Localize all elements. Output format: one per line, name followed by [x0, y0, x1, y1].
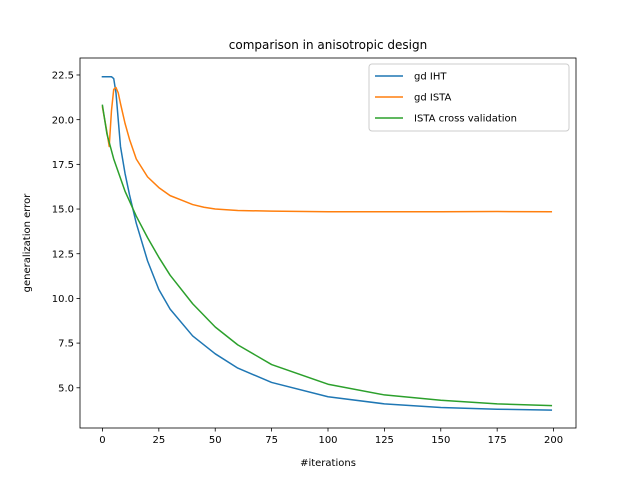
- legend-label: gd ISTA: [414, 93, 452, 104]
- y-tick-label: 22.5: [52, 71, 74, 82]
- y-tick-label: 15.0: [52, 205, 74, 216]
- y-tick-label: 5.0: [58, 383, 74, 394]
- y-tick-label: 12.5: [52, 249, 74, 260]
- x-axis-label: #iterations: [300, 458, 356, 469]
- series-line-1: [101, 76, 553, 411]
- y-tick-label: 20.0: [52, 115, 74, 126]
- x-tick-label: 0: [99, 435, 105, 446]
- legend-items: gd IHT gd ISTA ISTA cross validation: [375, 72, 517, 125]
- series-line-2: [101, 86, 553, 213]
- x-tick-label: 175: [488, 435, 507, 446]
- x-tick-label: 100: [318, 435, 337, 446]
- legend-box: [368, 63, 570, 132]
- y-axis-label: generalization error: [22, 193, 33, 293]
- x-axis-ticks: 0 25 50 75 100 125 150 175 200: [99, 428, 563, 446]
- x-tick-label: 25: [152, 435, 165, 446]
- x-tick-label: 200: [544, 435, 563, 446]
- x-tick-label: 150: [431, 435, 450, 446]
- x-tick-label: 75: [265, 435, 278, 446]
- x-tick-label: 125: [375, 435, 394, 446]
- legend: gd IHT gd ISTA ISTA cross validation: [368, 63, 570, 132]
- series-group: [101, 76, 553, 411]
- x-tick-label: 50: [209, 435, 222, 446]
- y-tick-label: 10.0: [52, 294, 74, 305]
- legend-label: gd IHT: [414, 72, 447, 83]
- series-line-3: [101, 104, 553, 407]
- y-tick-label: 7.5: [58, 339, 74, 350]
- y-axis-ticks: 5.0 7.5 10.0 12.5 15.0 17.5 20.0 22.5: [52, 71, 80, 394]
- chart-title: comparison in anisotropic design: [229, 38, 427, 52]
- y-tick-label: 17.5: [52, 160, 74, 171]
- legend-label: ISTA cross validation: [414, 114, 517, 125]
